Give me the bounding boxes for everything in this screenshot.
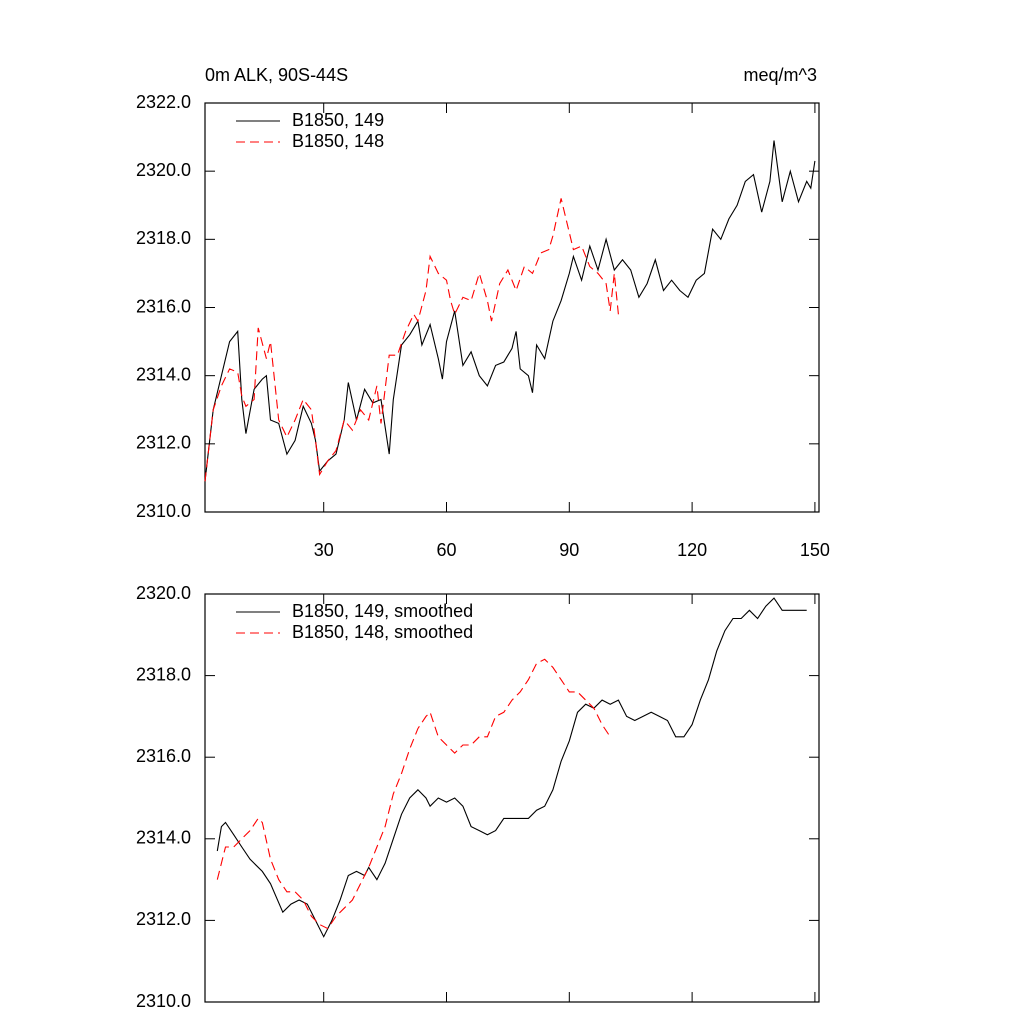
series-line bbox=[216, 597, 807, 938]
y-tick-label: 2320.0 bbox=[136, 160, 191, 180]
x-tick-label: 120 bbox=[677, 540, 707, 560]
y-tick-label: 2316.0 bbox=[136, 746, 191, 766]
legend-label: B1850, 149 bbox=[292, 110, 384, 130]
y-tick-label: 2316.0 bbox=[136, 296, 191, 316]
y-tick-label: 2314.0 bbox=[136, 828, 191, 848]
y-tick-label: 2310.0 bbox=[136, 991, 191, 1011]
x-tick-label: 150 bbox=[800, 540, 830, 560]
y-tick-label: 2318.0 bbox=[136, 664, 191, 684]
y-tick-label: 2318.0 bbox=[136, 228, 191, 248]
chart-title: 0m ALK, 90S-44S bbox=[205, 65, 348, 85]
x-tick-label: 60 bbox=[436, 540, 456, 560]
x-tick-label: 90 bbox=[559, 540, 579, 560]
series-line bbox=[204, 198, 619, 482]
y-tick-label: 2310.0 bbox=[136, 501, 191, 521]
legend-label: B1850, 148, smoothed bbox=[292, 622, 473, 642]
x-tick-label: 30 bbox=[314, 540, 334, 560]
panel: 2310.0 2312.0 2314.0 2316.0 2318.0 2320.0 B185… bbox=[136, 583, 820, 1011]
series-line bbox=[204, 140, 816, 482]
plot-frame bbox=[204, 593, 820, 1003]
y-tick-label: 2314.0 bbox=[136, 364, 191, 384]
units-label: meq/m^3 bbox=[744, 65, 817, 85]
y-tick-label: 2312.0 bbox=[136, 433, 191, 453]
legend-label: B1850, 149, smoothed bbox=[292, 601, 473, 621]
y-tick-label: 2322.0 bbox=[136, 92, 191, 112]
y-tick-label: 2320.0 bbox=[136, 583, 191, 603]
legend-label: B1850, 148 bbox=[292, 131, 384, 151]
series-line bbox=[216, 658, 611, 930]
y-tick-label: 2312.0 bbox=[136, 909, 191, 929]
panel: 0m ALK, 90S-44S meq/m^3 2310.0 2312.0 2314.0… bbox=[136, 65, 830, 560]
plot-frame bbox=[204, 102, 820, 513]
